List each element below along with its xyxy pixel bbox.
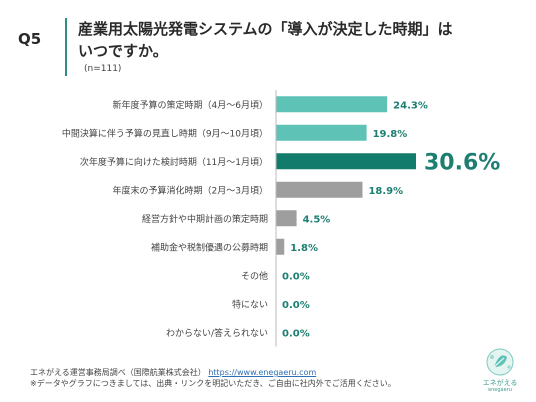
question-number: Q5: [18, 30, 42, 48]
sample-size: (n=111): [84, 64, 122, 74]
bar: [276, 153, 416, 170]
page-title: 産業用太陽光発電システムの「導入が決定した時期」は いつですか。: [78, 18, 508, 62]
value-label: 30.6%: [424, 150, 500, 175]
category-label: 補助金や税制優遇の公募時期: [151, 241, 268, 253]
bar: [276, 124, 367, 141]
value-label: 1.8%: [290, 243, 318, 254]
logo-name: エネがえる: [482, 379, 518, 387]
logo-sub: enegaeru: [488, 387, 512, 393]
bar: [276, 210, 297, 227]
category-label: 新年度予算の策定時期（4月〜6月頃）: [113, 99, 268, 111]
value-label: 24.3%: [393, 100, 428, 111]
bar: [276, 238, 285, 255]
source-link[interactable]: https://www.enegaeru.com: [208, 368, 317, 377]
bar: [276, 181, 363, 198]
value-label: 0.0%: [282, 300, 310, 311]
category-label: その他: [241, 270, 268, 282]
bar: [276, 96, 388, 113]
value-label: 4.5%: [303, 214, 331, 225]
category-label: 特にない: [232, 298, 268, 310]
category-label: 次年度予算に向けた検討時期（11月〜1月頃）: [80, 156, 268, 168]
footer-note: ※データやグラフにつきましては、出典・リンクを明記いただき、ご自由に社内外でご活…: [30, 379, 396, 388]
category-label: わからない/答えられない: [166, 327, 268, 339]
title-divider: [65, 18, 67, 76]
category-label: 経営方針や中期計画の策定時期: [142, 213, 268, 225]
title-line-2: いつですか。: [78, 42, 168, 60]
value-label: 0.0%: [282, 271, 310, 282]
footer-source-line: エネがえる運営事務局調べ（国際航業株式会社） https://www.enega…: [30, 367, 396, 378]
value-label: 19.8%: [373, 129, 408, 140]
leaf-logo-icon: [486, 348, 514, 376]
category-label: 年度末の予算消化時期（2月〜3月頃）: [113, 184, 268, 196]
category-label: 中間決算に伴う予算の見直し時期（9月〜10月頃）: [62, 127, 268, 139]
brand-logo: エネがえる enegaeru: [478, 345, 522, 395]
footer: エネがえる運営事務局調べ（国際航業株式会社） https://www.enega…: [30, 367, 396, 389]
value-label: 0.0%: [282, 328, 310, 339]
value-label: 18.9%: [368, 186, 403, 197]
source-text: エネがえる運営事務局調べ（国際航業株式会社）: [30, 368, 206, 377]
title-line-1: 産業用太陽光発電システムの「導入が決定した時期」は: [78, 20, 453, 38]
